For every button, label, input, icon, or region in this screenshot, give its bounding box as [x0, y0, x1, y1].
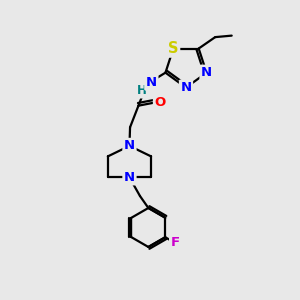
- Text: F: F: [171, 236, 180, 249]
- Text: N: N: [124, 140, 135, 152]
- Text: N: N: [201, 66, 212, 79]
- Text: N: N: [180, 81, 192, 94]
- Text: H: H: [137, 84, 147, 97]
- Text: N: N: [124, 171, 135, 184]
- Text: O: O: [154, 96, 166, 109]
- Text: S: S: [168, 41, 178, 56]
- Text: N: N: [146, 76, 157, 89]
